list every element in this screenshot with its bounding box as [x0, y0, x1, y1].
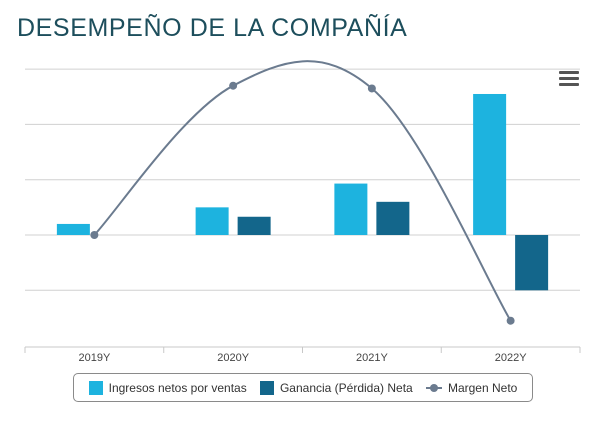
- line-point: [506, 316, 515, 325]
- line-point: [229, 81, 238, 90]
- x-tick-label: 2022Y: [495, 352, 527, 364]
- legend-swatch-ingresos: [88, 380, 103, 395]
- line-point: [90, 231, 99, 239]
- bar: [376, 201, 410, 235]
- bar: [56, 223, 90, 235]
- legend-label-margen: Margen Neto: [447, 380, 518, 395]
- x-tick-label: 2019Y: [78, 352, 110, 364]
- legend-swatch-ganancia: [259, 380, 274, 395]
- bar: [515, 235, 549, 291]
- legend-item-ganancia[interactable]: Ganancia (Pérdida) Neta: [259, 380, 413, 395]
- page-title: DESEMPEÑO DE LA COMPAÑÍA: [17, 14, 408, 42]
- legend-item-margen[interactable]: Margen Neto: [425, 380, 518, 395]
- hamburger-menu-icon[interactable]: [559, 71, 579, 89]
- x-axis: 2019Y 2020Y 2021Y 2022Y: [24, 346, 581, 364]
- chart-bars: [56, 93, 549, 291]
- bar: [473, 93, 507, 235]
- line-point: [367, 84, 376, 93]
- legend-swatch-margen: [425, 381, 442, 395]
- x-tick-label: 2020Y: [217, 352, 249, 364]
- chart: 2019Y 2020Y 2021Y 2022Y: [24, 60, 581, 364]
- bar: [334, 183, 368, 235]
- x-tick-label: 2021Y: [356, 352, 388, 364]
- legend-label-ganancia: Ganancia (Pérdida) Neta: [279, 380, 413, 395]
- legend-label-ingresos: Ingresos netos por ventas: [108, 380, 247, 395]
- legend-item-ingresos[interactable]: Ingresos netos por ventas: [88, 380, 247, 395]
- bar: [195, 207, 229, 235]
- chart-legend: Ingresos netos por ventas Ganancia (Pérd…: [73, 373, 533, 402]
- chart-line: [90, 60, 515, 325]
- bar: [237, 216, 271, 235]
- series-line: [93, 60, 512, 322]
